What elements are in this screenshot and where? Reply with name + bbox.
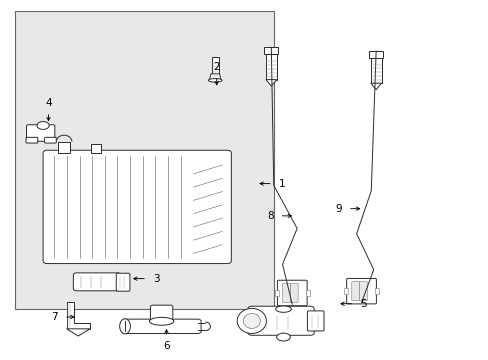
Ellipse shape: [275, 306, 291, 312]
Bar: [370, 58, 381, 83]
Bar: [211, 57, 218, 80]
Ellipse shape: [237, 309, 266, 333]
Text: 8: 8: [266, 211, 273, 221]
Bar: [368, 51, 382, 58]
FancyBboxPatch shape: [122, 319, 201, 333]
Bar: [265, 54, 276, 80]
Polygon shape: [209, 74, 221, 80]
Ellipse shape: [149, 318, 173, 325]
Text: 1: 1: [278, 179, 285, 189]
FancyBboxPatch shape: [282, 283, 290, 302]
Text: 5: 5: [359, 299, 366, 309]
Text: 2: 2: [213, 62, 220, 72]
Text: 6: 6: [163, 341, 169, 351]
FancyBboxPatch shape: [73, 273, 121, 291]
Ellipse shape: [243, 314, 260, 328]
Bar: [58, 141, 70, 153]
Ellipse shape: [37, 122, 49, 130]
Text: 7: 7: [52, 312, 58, 322]
FancyBboxPatch shape: [307, 311, 324, 331]
FancyBboxPatch shape: [351, 282, 359, 301]
Polygon shape: [265, 80, 276, 86]
Bar: [91, 144, 101, 153]
FancyBboxPatch shape: [43, 150, 231, 264]
Polygon shape: [66, 329, 90, 336]
Bar: [15, 12, 273, 309]
FancyBboxPatch shape: [150, 305, 172, 323]
Ellipse shape: [208, 78, 222, 82]
Bar: [264, 47, 278, 54]
FancyBboxPatch shape: [359, 282, 366, 301]
Polygon shape: [370, 83, 381, 90]
Ellipse shape: [120, 319, 130, 334]
FancyBboxPatch shape: [26, 137, 38, 143]
Bar: [374, 288, 378, 294]
FancyBboxPatch shape: [290, 283, 298, 302]
Text: 4: 4: [45, 98, 52, 108]
FancyBboxPatch shape: [247, 306, 314, 335]
FancyBboxPatch shape: [26, 125, 55, 141]
FancyBboxPatch shape: [44, 137, 56, 143]
Ellipse shape: [276, 333, 290, 341]
FancyBboxPatch shape: [277, 280, 306, 306]
Text: 9: 9: [335, 204, 341, 214]
FancyBboxPatch shape: [346, 278, 376, 304]
Text: 3: 3: [153, 274, 159, 284]
Bar: [274, 290, 278, 296]
Polygon shape: [66, 302, 90, 329]
Bar: [344, 288, 347, 294]
Bar: [305, 290, 309, 296]
FancyBboxPatch shape: [116, 273, 130, 291]
